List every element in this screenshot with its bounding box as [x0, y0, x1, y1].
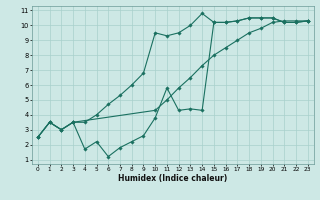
- X-axis label: Humidex (Indice chaleur): Humidex (Indice chaleur): [118, 174, 228, 183]
